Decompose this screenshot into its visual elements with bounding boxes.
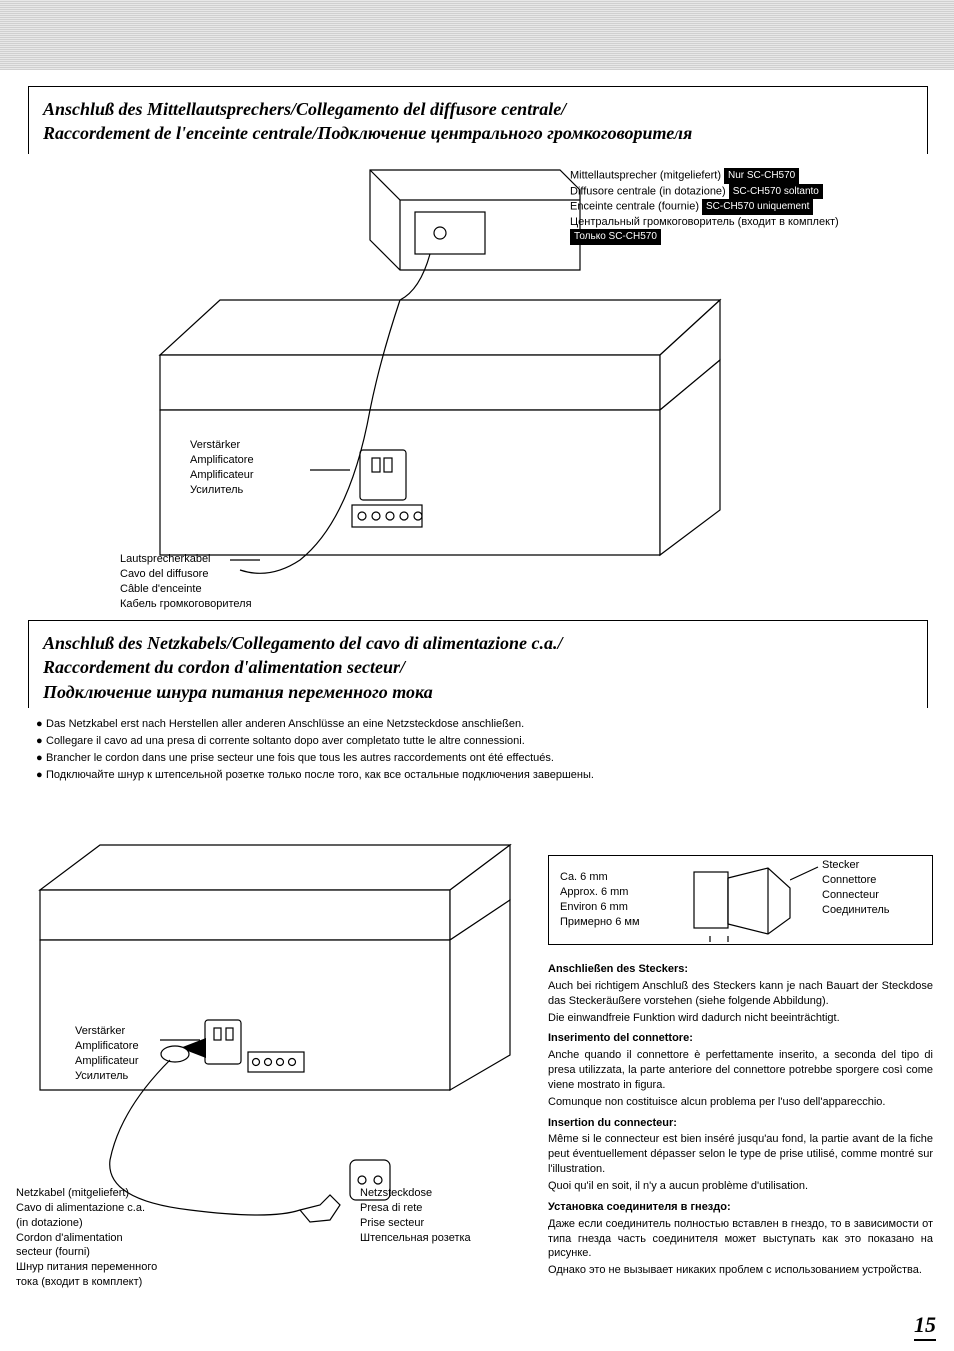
desc-h2: Inserimento del connettore: — [548, 1031, 933, 1046]
connector-leader — [790, 865, 830, 905]
desc-p1b: Die einwandfreie Funktion wird dadurch n… — [548, 1011, 933, 1026]
spk-de-badge: Nur SC-CH570 — [724, 168, 799, 184]
amp2-it: Amplificatore — [75, 1039, 139, 1054]
cable-de: Lautsprecherkabel — [120, 552, 252, 567]
amp1-it: Amplificatore — [190, 453, 254, 468]
connector-labels: Stecker Connettore Connecteur Соединител… — [822, 858, 890, 917]
conn-l3: Connecteur — [822, 888, 890, 903]
desc-p3a: Même si le connecteur est bien inséré ju… — [548, 1132, 933, 1177]
cord-l5: secteur (fourni) — [16, 1245, 157, 1260]
cord-labels: Netzkabel (mitgeliefert) Cavo di aliment… — [16, 1186, 157, 1290]
spk-fr: Enceinte centrale (fournie) — [570, 201, 699, 213]
bullet2: Collegare il cavo ad una presa di corren… — [46, 733, 525, 750]
desc-h3: Insertion du connecteur: — [548, 1116, 933, 1131]
bullet3: Brancher le cordon dans une prise secteu… — [46, 750, 554, 767]
section2-bullets: ●Das Netzkabel erst nach Herstellen alle… — [36, 716, 916, 784]
header-band — [0, 0, 954, 70]
outlet-l2: Presa di rete — [360, 1201, 471, 1216]
desc-p4b: Однако это не вызывает никаких проблем с… — [548, 1263, 933, 1278]
gap-labels: Ca. 6 mm Approx. 6 mm Environ 6 mm Приме… — [560, 870, 640, 929]
amp2-ru: Усилитель — [75, 1069, 139, 1084]
desc-p2b: Comunque non costituisce alcun problema … — [548, 1095, 933, 1110]
spk-ru: Центральный громкоговоритель (входит в к… — [570, 216, 839, 228]
spk-ru-badge: Только SC-CH570 — [570, 229, 661, 245]
s2-t3: Подключение шнура питания переменного то… — [43, 682, 433, 702]
amp1-fr: Amplificateur — [190, 468, 254, 483]
amp1-ru: Усилитель — [190, 483, 254, 498]
desc-p3b: Quoi qu'il en soit, il n'y a aucun probl… — [548, 1179, 933, 1194]
bullet4: Подключайте шнур к штепсельной розетке т… — [46, 767, 594, 784]
amp-labels-1: Verstärker Amplificatore Amplificateur У… — [190, 438, 254, 497]
bullet1: Das Netzkabel erst nach Herstellen aller… — [46, 716, 524, 733]
cord-l2: Cavo di alimentazione c.a. — [16, 1201, 157, 1216]
outlet-labels: Netzsteckdose Presa di rete Prise secteu… — [360, 1186, 471, 1245]
spk-it-badge: SC-CH570 soltanto — [729, 184, 823, 200]
section2-box: Anschluß des Netzkabels/Collegamento del… — [28, 620, 928, 708]
outlet-l4: Штепсельная розетка — [360, 1231, 471, 1246]
amp1-de: Verstärker — [190, 438, 254, 453]
cord-l3: (in dotazione) — [16, 1216, 157, 1231]
desc-h1: Anschließen des Steckers: — [548, 962, 933, 977]
conn-l1: Stecker — [822, 858, 890, 873]
gap-l4: Примерно 6 мм — [560, 915, 640, 930]
desc-p1a: Auch bei richtigem Anschluß des Steckers… — [548, 979, 933, 1009]
section2-title: Anschluß des Netzkabels/Collegamento del… — [29, 621, 927, 710]
section1-box: Anschluß des Mittellautsprechers/Collega… — [28, 86, 928, 154]
s2-t1: Anschluß des Netzkabels/Collegamento del… — [43, 633, 563, 653]
spk-fr-badge: SC-CH570 uniquement — [702, 199, 813, 215]
cable-it: Cavo del diffusore — [120, 567, 252, 582]
desc-h4: Установка соединителя в гнездо: — [548, 1200, 933, 1215]
outlet-l1: Netzsteckdose — [360, 1186, 471, 1201]
cord-l6: Шнур питания переменного — [16, 1260, 157, 1275]
spk-de: Mittellautsprecher (mitgeliefert) — [570, 170, 721, 182]
cable-labels: Lautsprecherkabel Cavo del diffusore Câb… — [120, 552, 252, 611]
speaker-labels: Mittellautsprecher (mitgeliefert)Nur SC-… — [570, 168, 930, 245]
amp2-fr: Amplificateur — [75, 1054, 139, 1069]
conn-l4: Соединитель — [822, 903, 890, 918]
cord-l4: Cordon d'alimentation — [16, 1231, 157, 1246]
s2-t2: Raccordement du cordon d'alimentation se… — [43, 657, 405, 677]
spk-it: Diffusore centrale (in dotazione) — [570, 185, 726, 197]
outlet-l3: Prise secteur — [360, 1216, 471, 1231]
section1-title-line2: Raccordement de l'enceinte centrale/Подк… — [43, 123, 692, 143]
amp2-de: Verstärker — [75, 1024, 139, 1039]
cable-ru: Кабель громкоговорителя — [120, 597, 252, 612]
description-block: Anschließen des Steckers: Auch bei richt… — [548, 956, 933, 1280]
gap-l2: Approx. 6 mm — [560, 885, 640, 900]
gap-l3: Environ 6 mm — [560, 900, 640, 915]
desc-p2a: Anche quando il connettore è perfettamen… — [548, 1048, 933, 1093]
cable-fr: Câble d'enceinte — [120, 582, 252, 597]
section1-title: Anschluß des Mittellautsprechers/Collega… — [29, 87, 927, 152]
cord-l7: тока (входит в комплект) — [16, 1275, 157, 1290]
amp-labels-2: Verstärker Amplificatore Amplificateur У… — [75, 1024, 139, 1083]
cord-l1: Netzkabel (mitgeliefert) — [16, 1186, 157, 1201]
desc-p4a: Даже если соединитель полностью вставлен… — [548, 1217, 933, 1262]
section1-title-line1: Anschluß des Mittellautsprechers/Collega… — [43, 99, 566, 119]
gap-l1: Ca. 6 mm — [560, 870, 640, 885]
page-number: 15 — [914, 1312, 936, 1341]
conn-l2: Connettore — [822, 873, 890, 888]
